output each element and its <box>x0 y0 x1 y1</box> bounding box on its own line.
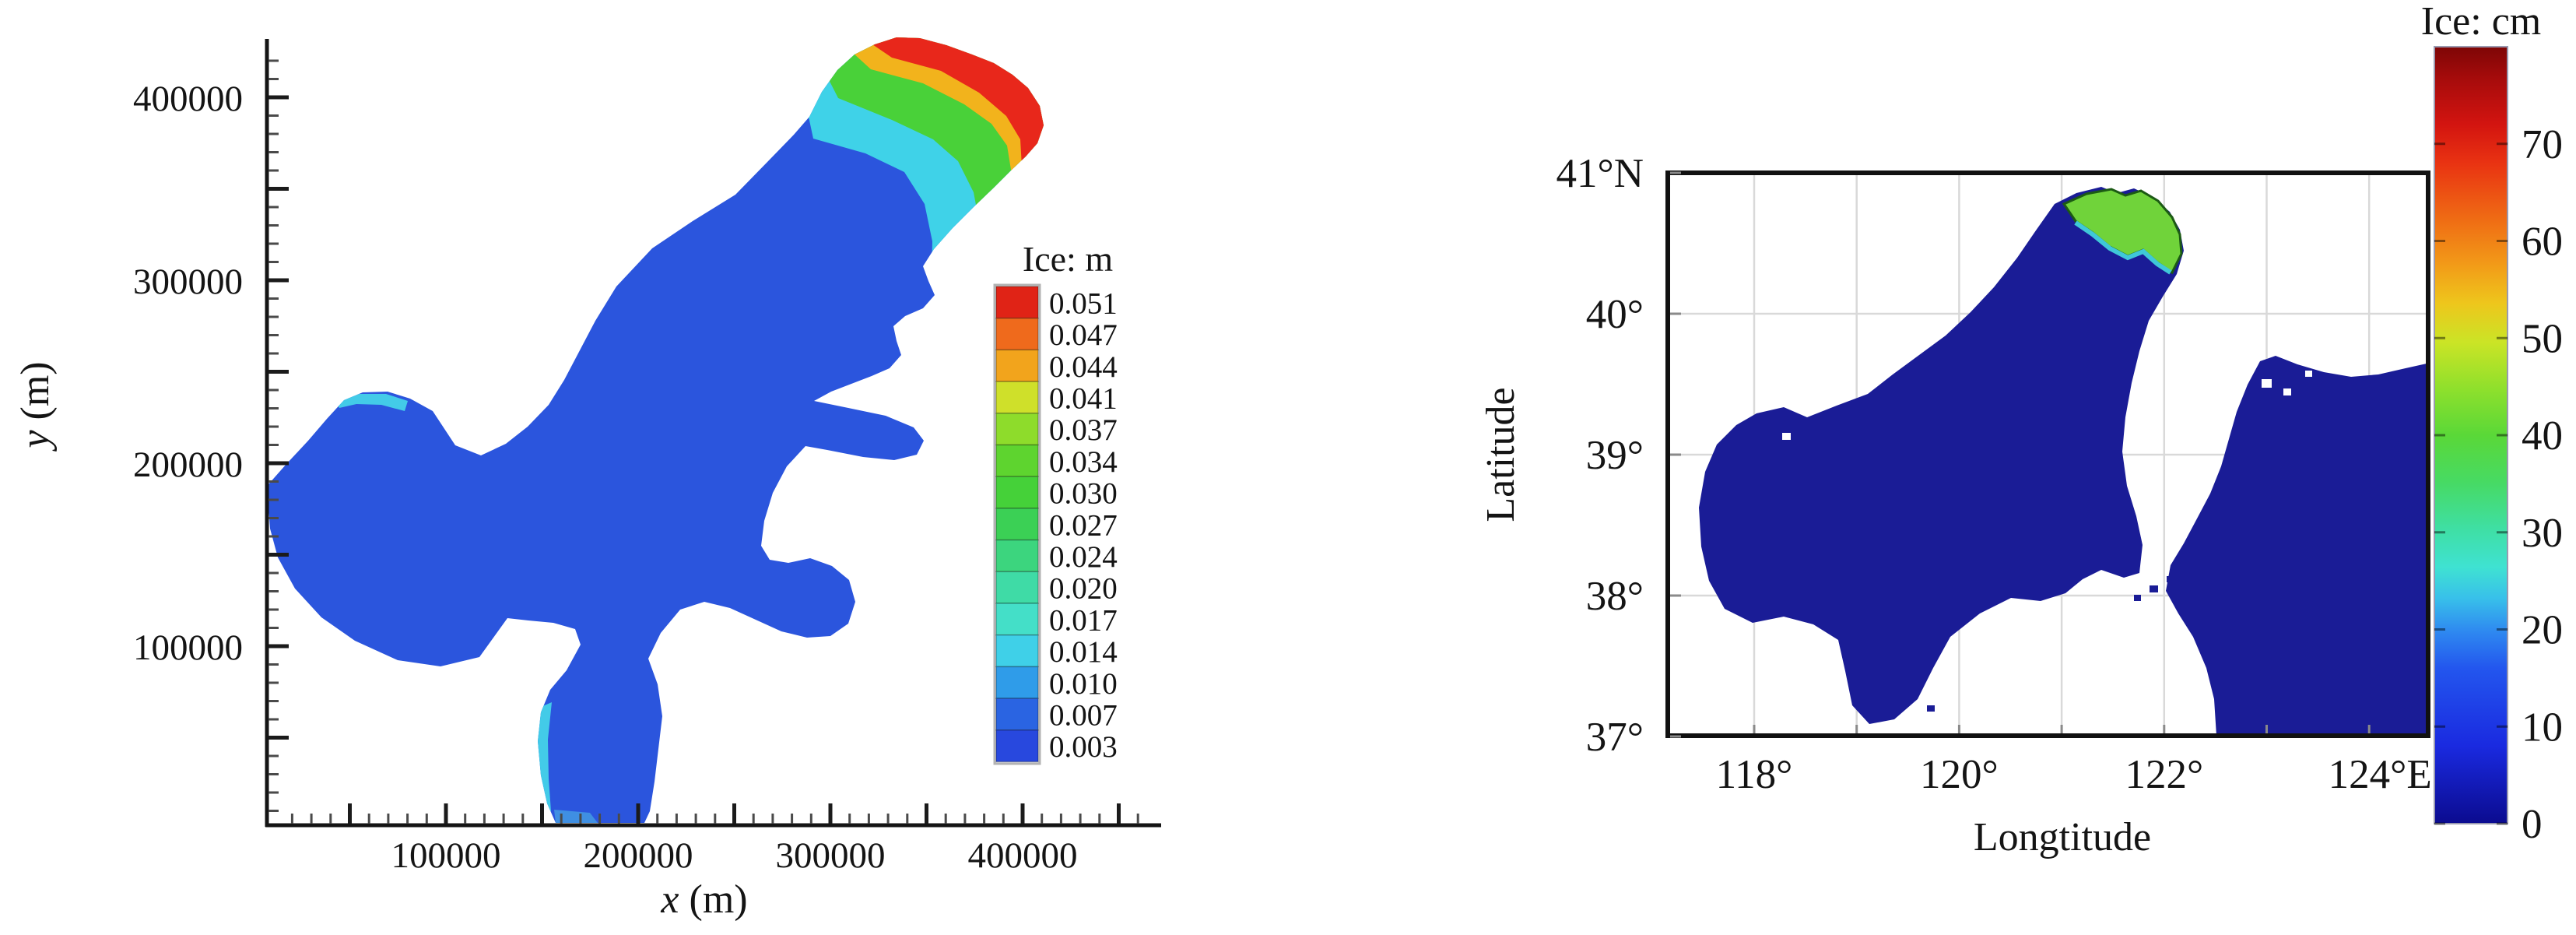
colorbar-tick-label: 10 <box>2522 705 2563 750</box>
legend-value-label: 0.037 <box>1049 413 1118 447</box>
lat-tick-label: 40° <box>1586 292 1644 337</box>
legend-cell <box>996 540 1038 572</box>
legend-value-label: 0.030 <box>1049 477 1118 511</box>
legend-value-label: 0.017 <box>1049 603 1118 637</box>
colorbar-tick-label: 30 <box>2522 511 2563 556</box>
legend-value-label: 0.014 <box>1049 635 1118 669</box>
legend-cell <box>996 476 1038 508</box>
left-legend-title: Ice: m <box>1023 239 1113 279</box>
legend-cell <box>996 666 1038 698</box>
legend-value-label: 0.024 <box>1049 540 1118 574</box>
y-tick-label: 400000 <box>133 79 243 119</box>
x-tick-label: 300000 <box>776 835 886 876</box>
lon-tick-label: 120° <box>1920 752 1999 797</box>
legend-cell <box>996 635 1038 667</box>
legend-value-label: 0.020 <box>1049 572 1118 606</box>
legend-cell <box>996 413 1038 445</box>
colorbar-tick-label: 60 <box>2522 220 2563 265</box>
right-colorbar-title: Ice: cm <box>2421 0 2541 44</box>
lon-tick-label: 124°E <box>2329 752 2432 797</box>
colorbar-tick-label: 20 <box>2522 608 2563 653</box>
lon-tick-label: 118° <box>1716 752 1793 797</box>
legend-cell <box>996 286 1038 318</box>
legend-value-label: 0.051 <box>1049 286 1118 320</box>
legend-value-label: 0.007 <box>1049 698 1118 732</box>
colorbar-tick-label: 50 <box>2522 316 2563 361</box>
right-colorbar-gradient <box>2434 47 2508 824</box>
lon-tick-label: 122° <box>2125 752 2203 797</box>
legend-value-label: 0.003 <box>1049 730 1118 764</box>
left-y-axis-label: y (m) <box>13 361 58 452</box>
left-legend-cells <box>996 286 1038 762</box>
legend-value-label: 0.044 <box>1049 350 1118 384</box>
colorbar-tick-label: 0 <box>2522 802 2543 847</box>
legend-value-label: 0.027 <box>1049 508 1118 542</box>
legend-cell <box>996 508 1038 540</box>
right-colorbar-labels: 70 60 50 40 30 20 10 0 <box>2522 122 2563 847</box>
figure-ice-thickness: 1000002000003000004000004000003000002000… <box>0 0 2576 935</box>
legend-value-label: 0.047 <box>1049 318 1118 352</box>
legend-value-label: 0.041 <box>1049 381 1118 415</box>
legend-cell <box>996 445 1038 477</box>
legend-cell <box>996 698 1038 730</box>
y-tick-label: 100000 <box>133 627 243 668</box>
x-tick-label: 200000 <box>584 835 693 876</box>
legend-cell <box>996 318 1038 350</box>
right-y-axis-label: Latitude <box>1479 387 1523 522</box>
lat-tick-label: 39° <box>1586 433 1644 478</box>
left-x-axis-label: x (m) <box>660 877 747 922</box>
legend-cell <box>996 381 1038 413</box>
colorbar-tick-label: 40 <box>2522 413 2563 459</box>
legend-cell <box>996 571 1038 603</box>
left-legend-labels: 0.0510.0470.0440.0410.0370.0340.0300.027… <box>1049 286 1118 764</box>
left-legend: Ice: m 0.0510.0470.0440.0410.0370.0340.0… <box>995 239 1118 764</box>
lat-tick-label: 38° <box>1586 574 1644 619</box>
lat-tick-label: 41°N <box>1556 151 1644 196</box>
lat-tick-label: 37° <box>1586 715 1644 760</box>
right-colorbar: Ice: cm 70 60 50 40 30 20 10 0 <box>2421 0 2563 847</box>
legend-cell <box>996 730 1038 762</box>
legend-cell <box>996 603 1038 635</box>
y-tick-label: 200000 <box>133 445 243 485</box>
left-panel: 100000 200000 300000 400000 400000 300000 2000… <box>13 2 1161 922</box>
right-panel: 41°N 40° 39° 38° 37° 118° 120° 122° 124°E Longti… <box>1479 0 2563 859</box>
colorbar-tick-label: 70 <box>2522 122 2563 167</box>
legend-value-label: 0.034 <box>1049 445 1118 479</box>
right-x-axis-label: Longtitude <box>1974 815 2151 859</box>
legend-value-label: 0.010 <box>1049 667 1118 701</box>
x-tick-label: 100000 <box>391 835 501 876</box>
legend-cell <box>996 350 1038 381</box>
y-tick-label: 300000 <box>133 262 243 302</box>
x-tick-label: 400000 <box>968 835 1078 876</box>
